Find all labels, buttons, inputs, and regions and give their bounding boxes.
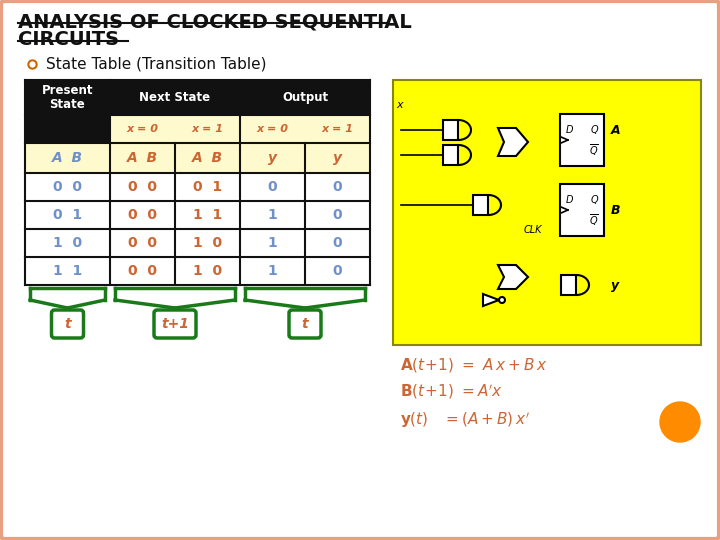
Text: 1  0: 1 0 [53,236,82,250]
Text: x = 1: x = 1 [192,124,223,134]
Text: Q: Q [591,125,598,135]
FancyBboxPatch shape [25,173,370,201]
Polygon shape [498,128,528,156]
Text: A  B: A B [52,151,83,165]
Text: 0: 0 [333,236,342,250]
Text: 1: 1 [268,208,277,222]
Text: Next State: Next State [140,91,210,104]
Text: y: y [611,279,619,292]
Polygon shape [483,294,499,306]
FancyBboxPatch shape [25,229,370,257]
Text: 0: 0 [333,208,342,222]
FancyBboxPatch shape [473,195,488,215]
Text: $\mathbf{B}$$(t\!+\!1)$ $= A' x$: $\mathbf{B}$$(t\!+\!1)$ $= A' x$ [400,383,503,401]
Text: x = 0: x = 0 [127,124,158,134]
Text: x = 0: x = 0 [256,124,289,134]
Text: 1  0: 1 0 [193,236,222,250]
Text: $\overline{Q}$: $\overline{Q}$ [589,142,598,158]
FancyBboxPatch shape [240,115,370,143]
FancyBboxPatch shape [25,201,370,229]
Text: 0  0: 0 0 [128,236,157,250]
Text: 0: 0 [268,180,277,194]
Text: $\overline{Q}$: $\overline{Q}$ [589,212,598,228]
Text: 0: 0 [333,180,342,194]
Text: 0  1: 0 1 [53,208,82,222]
FancyBboxPatch shape [560,184,604,236]
FancyBboxPatch shape [560,114,604,166]
Text: A: A [611,124,621,137]
Text: 0  0: 0 0 [128,264,157,278]
Text: 1  1: 1 1 [193,208,222,222]
Text: CIRCUITS: CIRCUITS [18,30,119,49]
Polygon shape [498,265,528,289]
Text: Output: Output [282,91,328,104]
Text: D: D [566,195,574,205]
Text: A  B: A B [192,151,223,165]
FancyBboxPatch shape [25,115,110,143]
Text: Present
State: Present State [42,84,94,111]
FancyBboxPatch shape [25,80,370,115]
Text: t: t [302,317,308,331]
Text: 1: 1 [268,264,277,278]
FancyBboxPatch shape [52,310,84,338]
Text: A  B: A B [127,151,158,165]
Text: y: y [268,151,277,165]
Text: 1  1: 1 1 [53,264,82,278]
Text: t+1: t+1 [161,317,189,331]
Text: State Table (Transition Table): State Table (Transition Table) [46,57,266,71]
FancyBboxPatch shape [25,143,370,173]
FancyBboxPatch shape [443,145,459,165]
Text: $\mathbf{A}$$(t\!+\!1)$ $=$ $A\,x + B\,x$: $\mathbf{A}$$(t\!+\!1)$ $=$ $A\,x + B\,x… [400,356,547,374]
FancyBboxPatch shape [393,80,701,345]
Text: t: t [64,317,71,331]
Text: x: x [396,100,402,110]
Text: D: D [566,125,574,135]
Text: 1: 1 [268,236,277,250]
Text: 1  0: 1 0 [193,264,222,278]
FancyBboxPatch shape [110,115,240,143]
FancyBboxPatch shape [25,257,370,285]
Text: y: y [333,151,342,165]
Text: x = 1: x = 1 [322,124,354,134]
Text: 0  1: 0 1 [193,180,222,194]
Text: 0  0: 0 0 [128,208,157,222]
Text: 0  0: 0 0 [53,180,82,194]
Text: Q: Q [591,195,598,205]
FancyBboxPatch shape [443,120,459,140]
Circle shape [660,402,700,442]
Text: B: B [611,204,621,217]
Text: CLK: CLK [523,225,542,235]
Text: 0: 0 [333,264,342,278]
Text: ANALYSIS OF CLOCKED SEQUENTIAL: ANALYSIS OF CLOCKED SEQUENTIAL [18,12,412,31]
FancyBboxPatch shape [561,275,577,295]
Text: $\mathbf{y}$$(t)$$\quad = (A + B)\,x'$: $\mathbf{y}$$(t)$$\quad = (A + B)\,x'$ [400,410,530,430]
Text: 0  0: 0 0 [128,180,157,194]
FancyBboxPatch shape [289,310,321,338]
FancyBboxPatch shape [154,310,196,338]
Circle shape [499,297,505,303]
